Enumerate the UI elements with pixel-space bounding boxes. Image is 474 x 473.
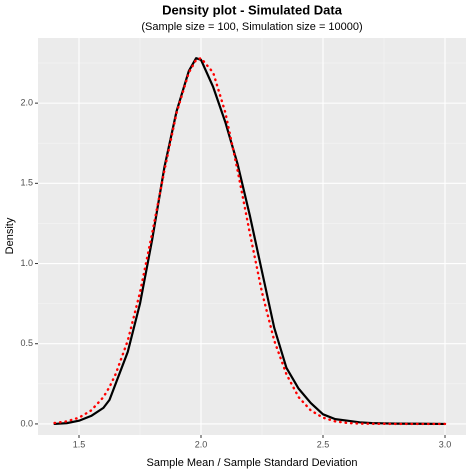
- panel: [38, 38, 466, 435]
- y-tick-label: 1.0: [20, 258, 33, 268]
- grid: [38, 38, 466, 435]
- y-axis-label: Density: [4, 217, 16, 254]
- x-tick-label: 2.5: [317, 439, 330, 449]
- x-axis-label: Sample Mean / Sample Standard Deviation: [147, 457, 358, 469]
- density-line: [53, 57, 447, 426]
- y-tick-label: 1.5: [20, 178, 33, 188]
- chart-title: Density plot - Simulated Data: [162, 2, 343, 17]
- marks: [53, 57, 447, 426]
- x-tick-label: 2.0: [195, 439, 208, 449]
- x-tick-label: 3.0: [439, 439, 452, 449]
- y-tick-label: 0.0: [20, 418, 33, 428]
- y-tick-label: 2.0: [20, 97, 33, 107]
- density-line: [53, 57, 447, 426]
- y-tick-label: 0.5: [20, 338, 33, 348]
- x-tick-label: 1.5: [73, 439, 86, 449]
- chart-subtitle: (Sample size = 100, Simulation size = 10…: [141, 21, 362, 33]
